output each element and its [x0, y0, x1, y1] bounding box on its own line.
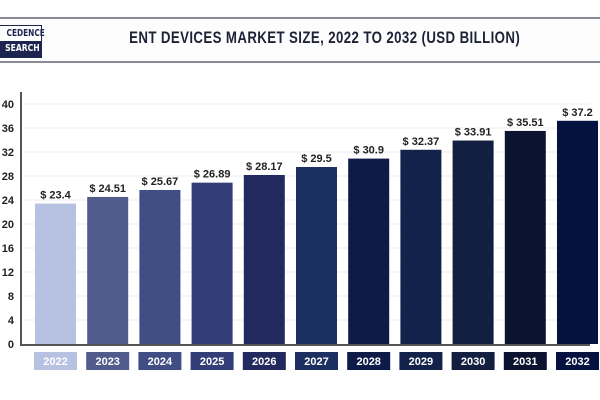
data-label: $ 35.51: [507, 117, 544, 129]
year-label-box: [347, 352, 391, 370]
data-label: $ 32.37: [403, 136, 440, 148]
year-label-box: [242, 352, 286, 370]
x-tick-label: 2024: [148, 356, 173, 368]
brand-logo: CEDENCE SEARCH: [0, 25, 45, 58]
data-label: $ 26.89: [194, 169, 231, 181]
x-tick-label: 2022: [43, 356, 67, 368]
data-labels: $ 23.4 $ 24.51 $ 25.67 $ 26.89 $ 28.17 $ 29.5…: [40, 107, 593, 202]
bar-2029: [400, 149, 442, 344]
y-tick-label: 28: [2, 171, 14, 183]
logo-top-text: CEDENCE: [6, 26, 45, 41]
x-tick-label: 2028: [356, 356, 380, 368]
y-tick-label: 16: [2, 243, 14, 255]
x-axis-labels: 2022 2023 2024 2025 2026 2027 2028 2029 2030 2031…: [34, 352, 599, 370]
y-tick-label: 20: [2, 219, 14, 231]
y-tick-label: 24: [2, 195, 15, 207]
year-label-box: [138, 352, 182, 370]
year-label-box: [399, 352, 443, 370]
x-tick-label: 2029: [409, 356, 433, 368]
x-tick-label: 2023: [95, 356, 119, 368]
chart-title: ENT DEVICES MARKET SIZE, 2022 TO 2032 (U…: [129, 28, 521, 47]
bar-2026: [243, 174, 285, 344]
data-label: $ 30.9: [353, 145, 384, 157]
y-tick-label: 40: [2, 99, 14, 111]
data-label: $ 37.2: [562, 107, 593, 119]
bar-2024: [139, 189, 181, 344]
y-tick-label: 12: [2, 267, 14, 279]
bar-2023: [87, 196, 129, 344]
x-tick-label: 2031: [513, 356, 537, 368]
header-band: CEDENCE SEARCH ENT DEVICES MARKET SIZE, …: [0, 17, 600, 63]
y-tick-label: 4: [8, 315, 15, 327]
y-tick-label: 8: [8, 291, 14, 303]
year-label-box: [451, 352, 495, 370]
data-label: $ 25.67: [142, 176, 179, 188]
data-label: $ 29.5: [301, 153, 332, 165]
bars: [35, 120, 598, 344]
bar-2025: [191, 182, 233, 344]
year-label-box: [295, 352, 338, 370]
x-tick-label: 2030: [461, 356, 485, 368]
data-label: $ 24.51: [89, 183, 126, 195]
year-label-box: [86, 352, 130, 370]
y-axis-ticks: 0 4 8 12 16 20 24 28 32 36 40: [2, 99, 15, 351]
y-tick-label: 36: [2, 123, 14, 135]
y-tick-label: 0: [8, 339, 14, 351]
x-tick-label: 2025: [200, 356, 224, 368]
logo-bottom-text: SEARCH: [5, 43, 40, 54]
year-label-box: [556, 352, 599, 370]
data-label: $ 28.17: [246, 161, 283, 173]
data-label: $ 33.91: [455, 127, 492, 139]
data-label: $ 23.4: [40, 190, 71, 202]
year-label-box: [34, 352, 77, 370]
x-tick-label: 2026: [252, 356, 276, 368]
bar-2031: [504, 130, 546, 344]
y-tick-label: 32: [2, 147, 14, 159]
x-tick-label: 2027: [304, 356, 328, 368]
bar-2027: [296, 167, 337, 344]
bar-2032: [557, 120, 598, 344]
x-tick-label: 2032: [565, 356, 589, 368]
bar-2022: [35, 203, 76, 344]
year-label-box: [190, 352, 234, 370]
bar-2030: [452, 140, 494, 344]
bar-2028: [348, 158, 390, 344]
year-label-box: [503, 352, 547, 370]
